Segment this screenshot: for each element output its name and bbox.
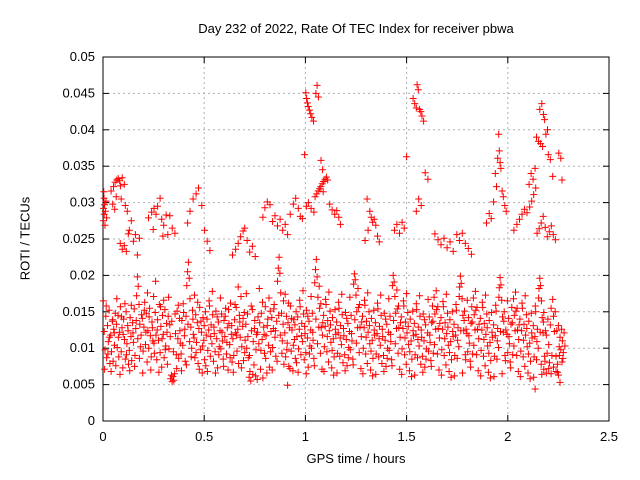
scatter-points xyxy=(99,81,569,393)
x-tick-label: 2 xyxy=(504,429,511,444)
x-tick-label: 0 xyxy=(99,429,106,444)
y-tick-label: 0.015 xyxy=(62,304,95,319)
x-tick-label: 1 xyxy=(302,429,309,444)
plot-border xyxy=(102,56,610,422)
y-tick-label: 0 xyxy=(88,413,95,428)
x-tick-label: 2.5 xyxy=(600,429,618,444)
y-tick-label: 0.04 xyxy=(70,122,95,137)
x-axis-label: GPS time / hours xyxy=(306,451,406,466)
y-tick-label: 0.05 xyxy=(70,49,95,64)
y-tick-label: 0.045 xyxy=(62,85,95,100)
y-tick-label: 0.035 xyxy=(62,158,95,173)
y-tick-label: 0.025 xyxy=(62,231,95,246)
y-tick-label: 0.02 xyxy=(70,267,95,282)
x-tick-label: 0.5 xyxy=(195,429,213,444)
y-tick-label: 0.03 xyxy=(70,195,95,210)
y-tick-label: 0.01 xyxy=(70,340,95,355)
y-axis-label: ROTI / TECUs xyxy=(17,196,33,281)
x-tick-label: 1.5 xyxy=(398,429,416,444)
chart-title: Day 232 of 2022, Rate Of TEC Index for r… xyxy=(198,21,514,36)
y-tick-label: 0.005 xyxy=(62,377,95,392)
